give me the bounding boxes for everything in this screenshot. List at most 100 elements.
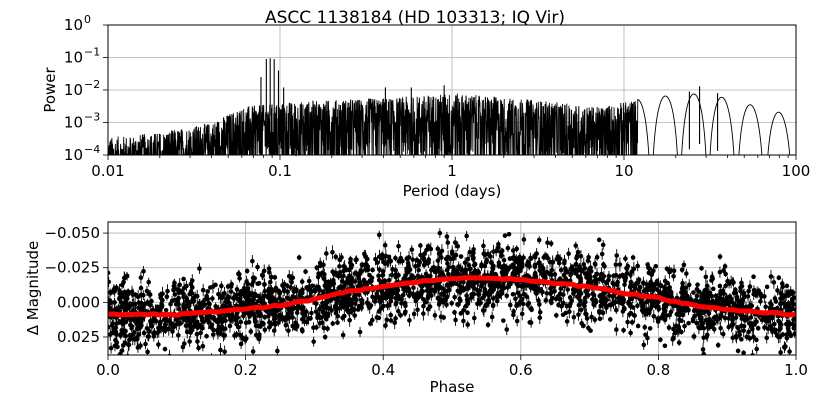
lightcurve-data-point — [452, 294, 457, 300]
lightcurve-data-point — [524, 294, 530, 300]
lightcurve-data-point — [218, 347, 223, 353]
lightcurve-data-point — [456, 282, 462, 288]
lightcurve-data-point — [723, 271, 728, 277]
lightcurve-data-point — [489, 289, 494, 295]
lightcurve-data-point — [209, 357, 214, 362]
lightcurve-data-point — [445, 240, 451, 245]
lightcurve-data-point — [380, 269, 386, 274]
lightcurve-data-point — [635, 323, 641, 329]
lightcurve-data-point — [385, 303, 390, 308]
lightcurve-data-point — [521, 237, 527, 242]
lightcurve-data-point — [262, 327, 268, 333]
lightcurve-data-point — [352, 271, 358, 276]
lightcurve-data-point — [162, 346, 168, 352]
lightcurve-data-point — [694, 293, 700, 299]
lightcurve-data-point — [590, 297, 595, 302]
lightcurve-data-point — [532, 262, 538, 268]
lightcurve-data-point — [176, 306, 182, 312]
lightcurve-data-point — [754, 337, 759, 343]
lightcurve-data-point — [584, 316, 590, 321]
lightcurve-data-point — [198, 330, 203, 336]
lightcurve-data-point — [349, 277, 355, 283]
lightcurve-data-point — [464, 233, 469, 239]
lightcurve-data-point — [746, 329, 751, 335]
lightcurve-data-point — [512, 257, 517, 262]
lightcurve-data-point — [703, 274, 709, 280]
lightcurve-data-point — [326, 311, 331, 317]
lightcurve-data-point — [396, 259, 402, 264]
lightcurve-data-point — [349, 262, 355, 268]
lightcurve-data-point — [656, 289, 662, 295]
lightcurve-data-point — [514, 281, 520, 287]
lightcurve-data-point — [271, 328, 277, 333]
lightcurve-data-point — [600, 310, 606, 316]
periodogram-y-axis-label: Power — [41, 66, 59, 112]
lightcurve-data-point — [490, 263, 496, 269]
lightcurve-data-point — [579, 321, 584, 326]
lightcurve-data-point — [791, 325, 796, 331]
lightcurve-data-point — [422, 251, 427, 256]
periodogram-y-tick-exponent: −3 — [84, 111, 100, 124]
lightcurve-data-point — [259, 300, 265, 305]
lightcurve-data-point — [519, 263, 525, 269]
lightcurve-data-point — [449, 300, 455, 306]
lightcurve-data-point — [228, 317, 234, 323]
lightcurve-data-point — [614, 327, 619, 332]
lightcurve-data-point — [392, 320, 398, 326]
lightcurve-data-point — [597, 310, 602, 315]
lightcurve-data-point — [590, 291, 596, 297]
lightcurve-data-point — [342, 303, 348, 309]
periodogram-x-tick-label: 0.1 — [268, 162, 292, 180]
lightcurve-data-point — [250, 349, 256, 354]
lightcurve-data-point — [229, 281, 234, 287]
lightcurve-data-point — [624, 270, 630, 276]
lightcurve-data-point — [406, 263, 411, 269]
lightcurve-data-point — [461, 318, 466, 324]
lightcurve-data-point — [543, 298, 549, 303]
lightcurve-data-point — [453, 252, 459, 258]
lightcurve-data-point — [735, 348, 741, 354]
lightcurve-data-point — [376, 232, 382, 238]
lightcurve-data-point — [435, 246, 441, 252]
lightcurve-data-point — [124, 273, 130, 279]
lightcurve-data-point — [694, 287, 700, 292]
lightcurve-data-point — [181, 276, 186, 282]
lightcurve-data-point — [406, 293, 412, 298]
lightcurve-data-point — [476, 292, 482, 297]
lightcurve-data-point — [502, 233, 508, 238]
lightcurve-data-point — [749, 326, 755, 332]
lightcurve-data-point — [617, 262, 623, 267]
lightcurve-data-point — [266, 295, 271, 301]
lightcurve-data-point — [319, 272, 324, 277]
lightcurve-data-point — [352, 301, 358, 306]
lightcurve-data-point — [792, 331, 796, 337]
lightcurve-data-point — [108, 298, 113, 303]
lightcurve-data-point — [264, 308, 269, 314]
lightcurve-data-point — [331, 281, 337, 286]
lightcurve-data-point — [110, 321, 115, 327]
lightcurve-data-point — [165, 288, 170, 294]
lightcurve-data-point — [121, 294, 126, 300]
lightcurve-data-point — [599, 251, 605, 257]
lightcurve-data-point — [424, 247, 429, 253]
lightcurve-data-point — [322, 334, 328, 340]
lightcurve-data-point — [158, 319, 163, 325]
lightcurve-data-point — [663, 303, 669, 309]
lightcurve-data-point — [184, 360, 189, 365]
lightcurve-data-point — [388, 318, 394, 323]
lightcurve-data-point — [522, 282, 528, 288]
lightcurve-data-point — [480, 308, 486, 313]
lightcurve-data-point — [556, 260, 562, 266]
lightcurve-data-point — [681, 262, 687, 268]
lightcurve-data-point — [238, 319, 244, 325]
lightcurve-data-point — [191, 315, 197, 321]
lightcurve-data-point — [443, 297, 448, 302]
lightcurve-data-point — [342, 313, 347, 319]
lightcurve-data-point — [356, 292, 362, 298]
lightcurve-data-point — [305, 286, 310, 292]
lightcurve-data-point — [665, 280, 670, 286]
periodogram-y-tick-label: 10 — [64, 114, 83, 132]
lightcurve-data-point — [732, 287, 738, 292]
lightcurve-data-point — [670, 337, 676, 342]
lightcurve-data-point — [266, 288, 272, 294]
